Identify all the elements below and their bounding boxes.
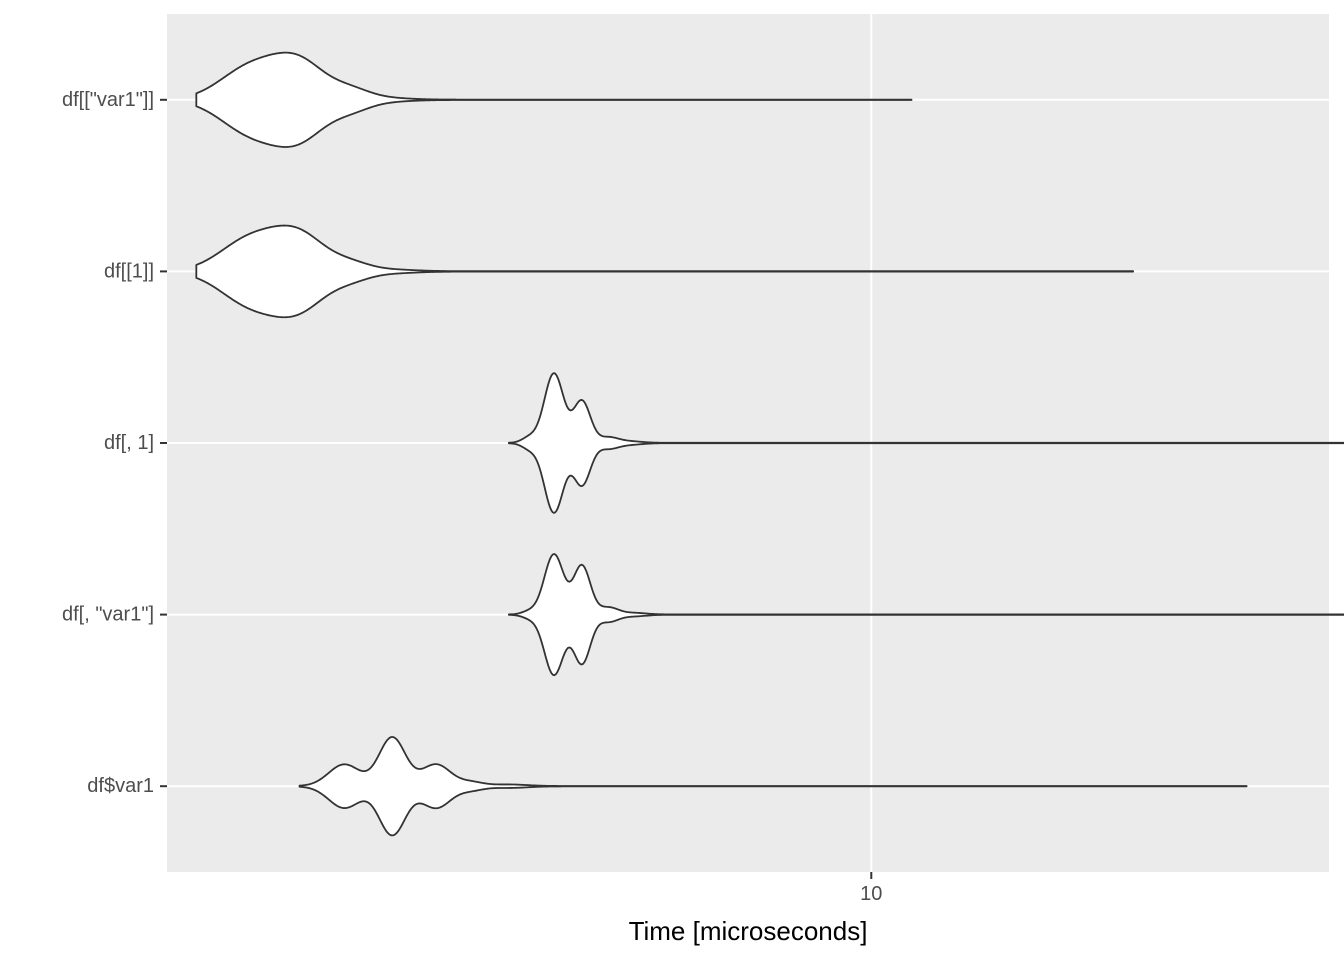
y-tick-label: df$var1 <box>87 775 154 797</box>
violins <box>195 51 1344 837</box>
y-tick-label: df[, 1] <box>104 432 154 454</box>
violin-shape <box>195 224 1134 319</box>
y-tick-label: df[[1]] <box>104 260 154 282</box>
violin-shape <box>298 736 1248 837</box>
y-tick-label: df[["var1"]] <box>62 89 154 111</box>
x-tick-label: 10 <box>860 883 882 905</box>
violin-shape <box>507 372 1344 514</box>
y-axis: df[["var1"]] df[[1]] df[, 1] df[, "var1"] df… <box>62 89 167 797</box>
violin-shape <box>195 51 913 148</box>
x-axis: 10 <box>860 872 882 905</box>
x-axis-title: Time [microseconds] <box>629 916 868 946</box>
violin-shape <box>507 553 1344 677</box>
y-tick-label: df[, "var1"] <box>62 604 154 626</box>
